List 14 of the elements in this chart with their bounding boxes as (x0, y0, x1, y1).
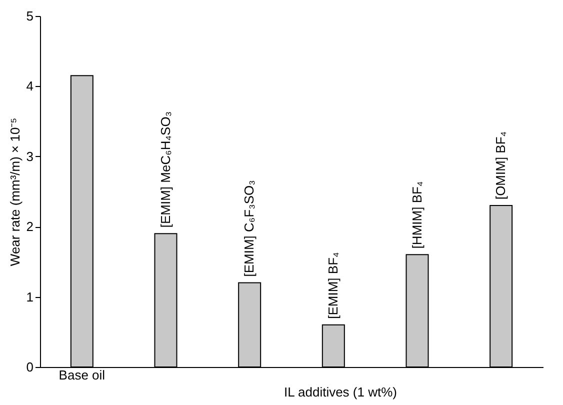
annotation: [EMIM] C₆F₃SO₃ (242, 180, 257, 277)
annotation: [EMIM] MeC₆H₄SO₃ (158, 111, 173, 228)
x-tick-label: Base oil (58, 368, 106, 382)
annotation: [OMIM] BF₄ (493, 131, 508, 200)
y-axis-title: Wear rate (mm³/m) × 10⁻⁵ (7, 118, 22, 266)
y-tick-label: 0 (26, 360, 34, 374)
y-tick-label: 1 (26, 289, 34, 304)
y-tick-label: 5 (26, 8, 34, 24)
x-axis-title: IL additives (1 wt%) (284, 384, 397, 400)
y-tick-label: 3 (26, 148, 34, 164)
annotation: [EMIM] BF₄ (325, 252, 340, 319)
y-tick-label: 2 (26, 219, 34, 234)
annotation: [HMIM] BF₄ (409, 181, 424, 249)
y-tick-label: 4 (26, 78, 34, 94)
